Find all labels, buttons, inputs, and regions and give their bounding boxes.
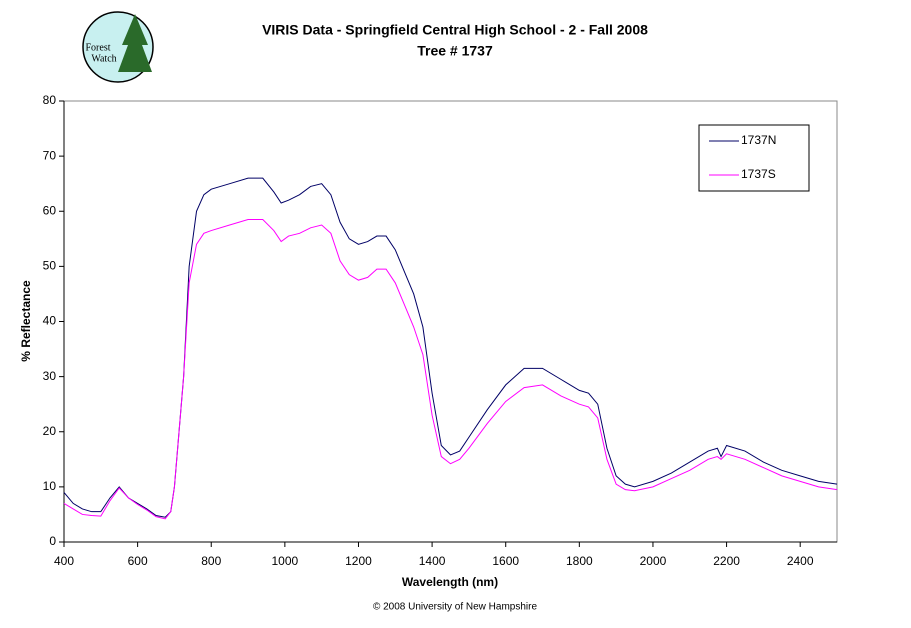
legend-label: 1737S <box>741 167 776 181</box>
x-tick-label: 1400 <box>419 554 446 568</box>
x-tick-label: 1800 <box>566 554 593 568</box>
x-tick-label: 2400 <box>787 554 814 568</box>
chart-title: VIRIS Data - Springfield Central High Sc… <box>262 22 648 38</box>
y-tick-label: 50 <box>43 259 57 273</box>
x-tick-label: 600 <box>128 554 148 568</box>
y-tick-label: 10 <box>43 479 57 493</box>
y-tick-label: 80 <box>43 93 57 107</box>
x-tick-label: 800 <box>201 554 221 568</box>
y-tick-label: 60 <box>43 203 57 217</box>
y-tick-label: 40 <box>43 314 57 328</box>
logo-text: Watch <box>91 53 116 64</box>
x-tick-label: 1000 <box>272 554 299 568</box>
x-axis-label: Wavelength (nm) <box>402 575 498 589</box>
x-tick-label: 2000 <box>640 554 667 568</box>
y-tick-label: 20 <box>43 424 57 438</box>
x-tick-label: 2200 <box>713 554 740 568</box>
y-tick-label: 70 <box>43 148 57 162</box>
x-tick-label: 1600 <box>492 554 519 568</box>
legend-label: 1737N <box>741 133 776 147</box>
logo-tree <box>118 14 152 72</box>
chart-subtitle: Tree # 1737 <box>417 43 493 59</box>
footnote: © 2008 University of New Hampshire <box>373 602 538 613</box>
y-axis-label: % Reflectance <box>19 280 33 362</box>
x-tick-label: 400 <box>54 554 74 568</box>
logo: Forest Watch <box>82 11 154 83</box>
series-line <box>63 177 838 518</box>
logo-text: Forest <box>86 42 111 53</box>
y-tick-label: 30 <box>43 369 57 383</box>
y-tick-label: 0 <box>49 534 56 548</box>
series-line <box>63 219 838 520</box>
x-tick-label: 1200 <box>345 554 372 568</box>
legend-box <box>698 124 810 192</box>
